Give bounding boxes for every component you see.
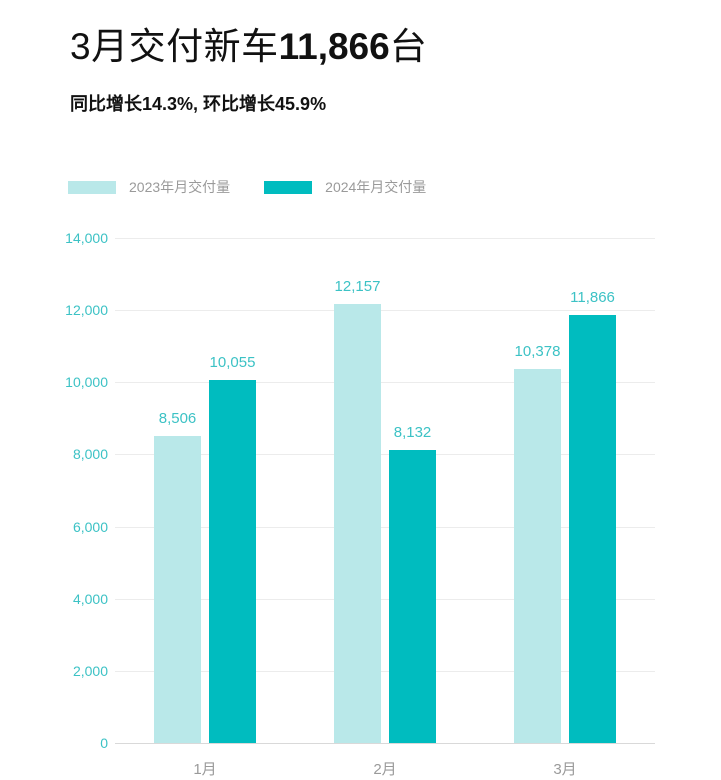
bar-2023年月交付量-1月 [154,436,201,743]
legend-swatch-2023 [68,180,116,194]
bar-2024年月交付量-2月 [389,449,436,743]
chart-legend: 2023年月交付量 2024年月交付量 [68,177,426,197]
gridline-8000 [115,454,655,456]
y-tick-label-0: 0 [100,735,108,751]
legend-item-2023: 2023年月交付量 [68,177,230,197]
title-delivery-count: 11,866 [278,26,390,67]
bar-value-label-2024年月交付量-1月: 10,055 [209,354,256,372]
y-tick-label-2000: 2,000 [72,662,108,679]
bar-value-label-2024年月交付量-2月: 8,132 [393,423,432,441]
y-tick-label-4000: 4,000 [72,590,108,607]
bar-2024年月交付量-1月 [209,380,256,743]
bar-value-label-2023年月交付量-3月: 10,378 [514,342,561,360]
gridline-10000 [115,382,655,384]
growth-subtitle: 同比增长14.3%, 环比增长45.9% [70,94,327,114]
legend-label-2024: 2024年月交付量 [325,179,427,195]
y-tick-label-12000: 12,000 [65,302,108,319]
bar-2024年月交付量-3月 [569,314,616,743]
bar-value-label-2023年月交付量-2月: 12,157 [334,278,381,296]
title-prefix: 3月交付新车 [70,26,279,67]
y-tick-label-8000: 8,000 [72,446,108,463]
page-title: 3月交付新车11,866台 [70,16,427,70]
x-tick-label-2月: 2月 [373,761,397,778]
gridline-14000 [115,238,655,239]
y-tick-label-10000: 10,000 [65,374,108,391]
x-axis: 1月 2月 3月 [115,755,655,778]
gridline-6000 [115,526,655,528]
legend-item-2024: 2024年月交付量 [264,177,426,197]
y-axis: 0 2,000 4,000 6,000 8,000 10,000 12,000 14,000 [0,230,108,751]
plot-area: 8,506 10,055 12,157 8,132 10,378 11,866 [115,238,655,744]
y-tick-label-6000: 6,000 [72,518,108,535]
gridline-12000 [115,310,655,312]
bar-2023年月交付量-2月 [334,304,381,743]
x-tick-label-3月: 3月 [553,761,577,778]
x-tick-label-1月: 1月 [193,761,217,778]
bar-value-label-2024年月交付量-3月: 11,866 [570,288,615,306]
gridline-0 [115,743,655,744]
legend-swatch-2024 [264,180,313,194]
gridline-4000 [115,598,655,600]
gridline-2000 [115,670,655,672]
title-suffix: 台 [389,26,428,67]
bar-2023年月交付量-3月 [514,368,561,743]
legend-label-2023: 2023年月交付量 [129,179,231,195]
y-tick-label-14000: 14,000 [65,230,108,246]
bar-value-label-2023年月交付量-1月: 8,506 [158,410,197,428]
